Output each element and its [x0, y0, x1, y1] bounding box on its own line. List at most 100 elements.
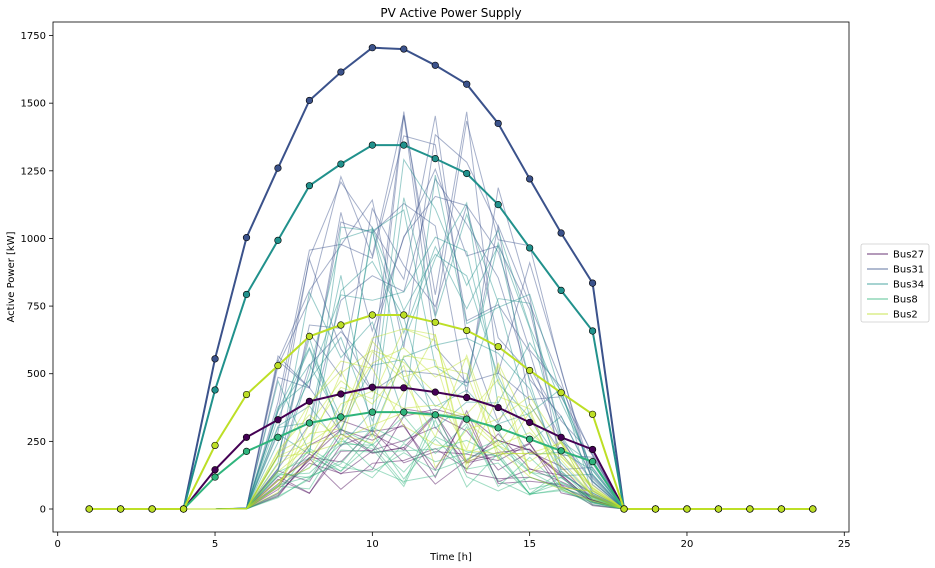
data-point-bus8 [211, 473, 219, 481]
legend-label: Bus2 [893, 310, 918, 321]
y-tick-label: 0 [40, 505, 46, 516]
data-point-bus2 [337, 321, 345, 329]
data-point-bus2 [305, 332, 314, 340]
data-point-bus31 [494, 119, 502, 128]
data-point-bus31 [305, 96, 314, 105]
y-tick-label: 1250 [21, 166, 46, 177]
data-point-bus2 [620, 505, 628, 513]
series-line-bus2 [89, 314, 813, 510]
data-point-bus2 [431, 318, 439, 326]
data-point-bus34 [274, 236, 282, 244]
data-point-bus31 [526, 175, 534, 183]
data-point-bus2 [85, 505, 93, 513]
data-point-bus31 [431, 61, 439, 69]
data-point-bus31 [588, 279, 597, 287]
data-point-bus2 [651, 505, 660, 513]
data-point-bus8 [526, 435, 534, 443]
x-tick-label: 25 [838, 539, 851, 550]
data-point-bus2 [588, 410, 597, 418]
y-tick-label: 1750 [21, 31, 46, 42]
data-point-bus2 [179, 505, 188, 513]
data-point-bus31 [337, 68, 345, 76]
data-point-bus2 [242, 390, 251, 399]
data-point-bus34 [431, 155, 439, 163]
data-point-bus27 [526, 418, 534, 427]
legend-label: Bus27 [893, 250, 924, 261]
data-point-bus27 [494, 403, 502, 412]
data-point-bus34 [557, 286, 565, 294]
data-point-bus27 [400, 384, 408, 392]
y-axis-title: Active Power [kW] [6, 231, 17, 322]
data-point-bus34 [211, 386, 219, 394]
data-point-bus34 [463, 169, 471, 178]
data-point-bus8 [274, 433, 282, 441]
data-point-bus34 [588, 327, 597, 335]
data-point-bus27 [557, 433, 565, 441]
data-point-bus2 [211, 441, 219, 450]
data-point-bus31 [368, 44, 376, 52]
y-tick-label: 500 [27, 369, 46, 380]
data-point-bus8 [368, 408, 376, 416]
y-tick-label: 750 [27, 302, 46, 313]
data-point-bus31 [211, 355, 219, 363]
data-point-bus27 [274, 416, 282, 424]
data-point-bus8 [494, 424, 502, 432]
data-point-bus2 [148, 505, 156, 513]
data-point-bus2 [463, 326, 471, 335]
y-tick-label: 250 [27, 437, 46, 448]
series-markers [85, 44, 817, 513]
data-point-bus31 [400, 45, 408, 53]
data-point-bus34 [526, 244, 534, 252]
legend-label: Bus8 [893, 295, 918, 306]
data-point-bus27 [337, 390, 345, 398]
legend-label: Bus34 [893, 280, 924, 291]
x-axis-ticks: 0 5 10 15 20 25 [55, 532, 851, 550]
data-point-bus27 [588, 445, 597, 454]
data-point-bus2 [557, 389, 565, 397]
x-tick-label: 15 [523, 539, 536, 550]
y-tick-label: 1000 [21, 234, 46, 245]
data-point-bus34 [242, 290, 251, 299]
data-point-bus2 [809, 505, 817, 513]
x-tick-label: 10 [366, 539, 379, 550]
x-tick-label: 20 [681, 539, 694, 550]
x-tick-label: 0 [55, 539, 61, 550]
data-point-bus2 [117, 505, 125, 513]
data-point-bus34 [305, 182, 314, 190]
series-lines [89, 46, 813, 510]
data-point-bus2 [746, 505, 754, 513]
data-point-bus2 [494, 343, 502, 351]
data-point-bus27 [368, 383, 376, 391]
legend-box [860, 243, 930, 323]
data-point-bus31 [463, 80, 471, 88]
data-point-bus34 [368, 141, 376, 149]
plot-area [53, 22, 849, 532]
chart-title: PV Active Power Supply [380, 6, 521, 20]
data-point-bus31 [557, 229, 565, 237]
legend-label: Bus31 [893, 265, 924, 276]
x-tick-label: 5 [212, 539, 218, 550]
data-point-bus27 [431, 388, 439, 396]
data-point-bus8 [305, 419, 314, 427]
plot-frame [52, 21, 850, 533]
data-point-bus2 [714, 505, 723, 513]
data-point-bus34 [494, 201, 502, 209]
data-point-bus34 [337, 160, 345, 168]
y-axis-ticks: 0 250 500 750 1000 1250 1500 1750 [21, 31, 53, 516]
y-tick-label: 1500 [21, 99, 46, 110]
data-point-bus8 [588, 458, 597, 466]
data-point-bus2 [368, 311, 376, 319]
data-point-bus34 [400, 141, 408, 149]
data-point-bus8 [337, 413, 345, 421]
data-point-bus27 [211, 466, 219, 474]
data-point-bus27 [305, 397, 314, 405]
data-point-bus27 [242, 433, 251, 441]
data-point-bus27 [463, 393, 471, 402]
data-point-bus2 [400, 311, 408, 319]
data-point-bus8 [400, 408, 408, 416]
data-point-bus2 [777, 505, 785, 513]
legend: Bus27 Bus31 Bus34 Bus8 Bus2 [860, 243, 930, 323]
data-point-bus8 [242, 447, 251, 455]
data-point-bus31 [242, 234, 251, 242]
